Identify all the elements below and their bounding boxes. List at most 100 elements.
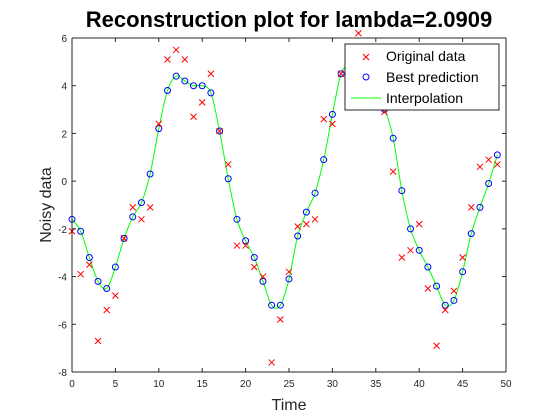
prediction-point [294, 232, 302, 240]
prediction-point [198, 82, 206, 90]
original-data-point [138, 215, 145, 223]
prediction-point [389, 134, 397, 142]
prediction-point [181, 77, 189, 85]
x-tick-label: 25 [283, 379, 295, 390]
prediction-point [433, 282, 441, 290]
x-tick-label: 50 [500, 379, 512, 390]
original-data-point [94, 337, 102, 345]
prediction-point [459, 268, 467, 276]
original-data-point [198, 99, 206, 106]
original-data-point [450, 287, 458, 295]
y-axis-label: Noisy data [38, 167, 55, 243]
original-data-point [233, 242, 241, 249]
prediction-point [407, 225, 415, 233]
original-data-point [242, 242, 249, 249]
prediction-point [259, 277, 267, 285]
y-tick-label: 0 [61, 177, 67, 188]
original-data-point [77, 270, 85, 278]
y-tick-label: 4 [61, 82, 67, 93]
original-data-point [207, 70, 215, 78]
original-data-point [259, 273, 267, 280]
prediction-point [250, 253, 258, 261]
original-data-point [415, 220, 423, 228]
original-data-point [268, 359, 275, 366]
original-data-point [129, 204, 137, 211]
original-data-point [120, 235, 128, 242]
prediction-point [103, 285, 111, 292]
prediction-point [441, 301, 449, 309]
prediction-point [467, 230, 475, 238]
x-tick-label: 45 [457, 379, 469, 390]
prediction-point [276, 301, 284, 309]
original-data-point [433, 342, 440, 350]
original-data-point [355, 29, 362, 37]
prediction-point [163, 86, 171, 94]
x-tick-label: 15 [197, 379, 209, 390]
original-data-point [285, 268, 293, 276]
original-data-point [224, 161, 232, 168]
interpolation-line [71, 60, 498, 309]
prediction-point [216, 127, 224, 135]
legend-label-interpolation: Interpolation [386, 90, 463, 106]
original-data-point [407, 246, 414, 254]
original-data-point [485, 156, 492, 164]
original-data-point [112, 292, 119, 300]
x-tick-label: 5 [113, 379, 119, 390]
legend-marker-original-data [362, 53, 370, 61]
original-data-point [320, 115, 328, 123]
original-data-point [311, 215, 319, 223]
prediction-point [155, 125, 163, 133]
original-data-point [216, 127, 223, 135]
prediction-point [268, 301, 276, 309]
legend-marker-best-prediction [362, 73, 370, 81]
prediction-point [172, 72, 180, 80]
original-data-point [146, 204, 154, 211]
original-data-point [493, 161, 501, 168]
original-data-point [476, 163, 484, 171]
original-data-point [337, 70, 345, 78]
prediction-point [328, 110, 336, 118]
original-data-point [398, 254, 406, 261]
prediction-point [190, 82, 198, 90]
y-tick-label: -2 [58, 225, 67, 236]
y-tick-label: -6 [58, 320, 67, 331]
original-data-point [441, 306, 449, 314]
prediction-point [85, 253, 93, 261]
x-tick-label: 40 [414, 379, 426, 390]
prediction-point [129, 213, 137, 221]
prediction-point [337, 70, 345, 78]
original-data-point [389, 168, 397, 175]
prediction-point [207, 89, 215, 97]
original-data-point [172, 46, 180, 54]
original-data-point [190, 113, 197, 121]
legend: Original data Best prediction Interpolat… [344, 43, 500, 111]
x-tick-label: 30 [327, 379, 339, 390]
legend-label-best-prediction: Best prediction [386, 69, 479, 85]
y-tick-label: 2 [61, 129, 67, 140]
x-axis-label: Time [272, 397, 307, 414]
prediction-point [476, 203, 484, 211]
prediction-point [285, 275, 293, 283]
prediction-point [242, 237, 250, 245]
original-data-point [459, 254, 466, 261]
prediction-point [311, 189, 319, 197]
original-data-point [103, 306, 111, 314]
legend-box [344, 43, 500, 111]
original-data-point [155, 120, 163, 128]
original-data-point [329, 120, 336, 128]
prediction-point [450, 296, 458, 304]
x-tick-label: 35 [370, 379, 382, 390]
chart-title: Reconstruction plot for lambda=2.0909 [86, 7, 492, 32]
prediction-point [224, 175, 232, 183]
original-data-point [424, 285, 432, 292]
prediction-point [320, 156, 328, 164]
original-data-point [294, 223, 302, 230]
original-data-point [467, 204, 475, 211]
original-data-point [276, 316, 284, 323]
original-data-point [86, 261, 93, 268]
prediction-point [146, 170, 154, 178]
prediction-point [485, 180, 493, 188]
original-data-point [164, 56, 171, 63]
prediction-point [120, 234, 128, 242]
